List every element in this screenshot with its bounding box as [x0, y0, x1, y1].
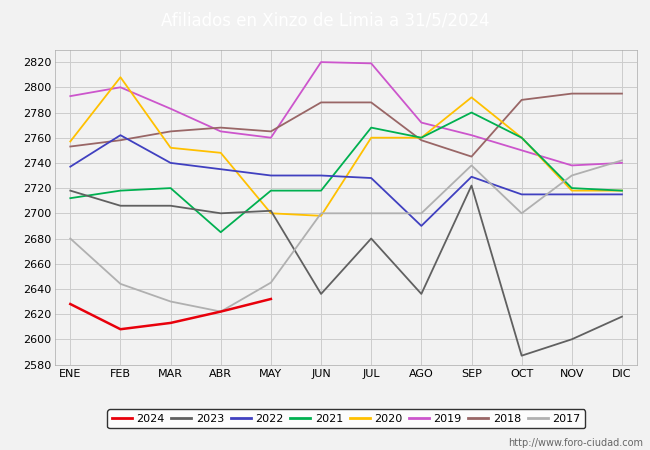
Legend: 2024, 2023, 2022, 2021, 2020, 2019, 2018, 2017: 2024, 2023, 2022, 2021, 2020, 2019, 2018… [107, 410, 585, 428]
Text: http://www.foro-ciudad.com: http://www.foro-ciudad.com [508, 438, 644, 448]
Text: Afiliados en Xinzo de Limia a 31/5/2024: Afiliados en Xinzo de Limia a 31/5/2024 [161, 11, 489, 29]
